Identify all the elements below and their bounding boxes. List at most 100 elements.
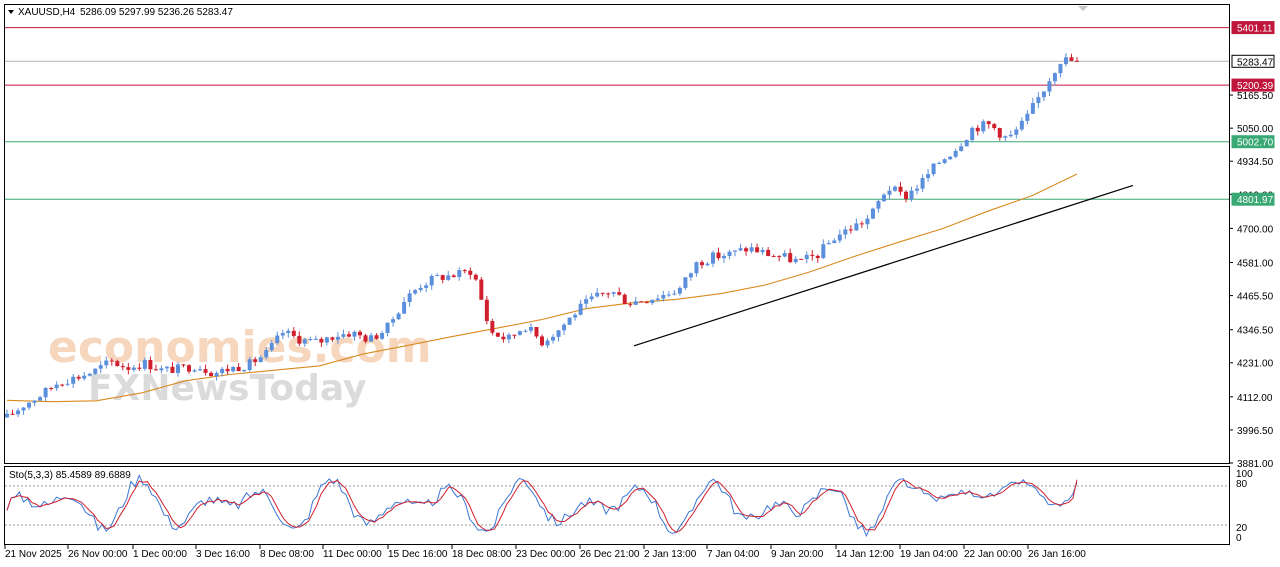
moving-average-line	[6, 173, 1078, 403]
candle-body	[258, 357, 263, 363]
candle-body	[970, 127, 975, 141]
dropdown-triangle-icon[interactable]	[8, 10, 14, 14]
time-tick-label: 18 Dec 08:00	[452, 549, 512, 560]
candle-body	[1058, 64, 1063, 74]
candle-body	[175, 364, 180, 373]
price-tick-label: 5165.50	[1237, 91, 1274, 102]
candle-body	[490, 321, 495, 333]
candle-body	[330, 337, 335, 340]
candle-body	[1075, 60, 1079, 62]
candle-body	[1047, 81, 1052, 92]
candle-body	[821, 244, 826, 259]
scroll-marker-icon[interactable]	[1078, 6, 1088, 11]
candle-body	[898, 186, 903, 192]
candle-body	[926, 174, 931, 179]
candle-body	[606, 293, 611, 295]
candle-body	[600, 292, 605, 294]
level-tag-label: 5283.47	[1237, 57, 1274, 68]
stochastic-panel[interactable]	[4, 466, 1230, 545]
price-tick-label: 3996.50	[1237, 426, 1274, 437]
price-tick-label: 4465.50	[1237, 292, 1274, 303]
candle-body	[313, 338, 318, 340]
candle-body	[357, 331, 362, 336]
candle-body	[595, 292, 600, 297]
candle-body	[43, 387, 48, 398]
level-tag-label: 5200.39	[1237, 81, 1274, 92]
candle-body	[396, 313, 401, 320]
candle-body	[164, 366, 169, 369]
candle-body	[760, 249, 765, 253]
candle-body	[479, 279, 484, 300]
candle-body	[622, 294, 627, 305]
candle-body	[324, 337, 329, 343]
candle-body	[777, 256, 782, 258]
candle-body	[722, 255, 727, 259]
time-tick-label: 23 Dec 00:00	[516, 549, 576, 560]
candle-body	[573, 314, 578, 318]
candle-body	[655, 298, 660, 300]
stoch-main-line	[6, 473, 1078, 538]
candle-body	[992, 124, 997, 128]
candle-body	[5, 413, 9, 418]
candle-body	[126, 367, 131, 370]
time-tick-label: 11 Dec 00:00	[323, 549, 382, 560]
candle-body	[942, 159, 947, 163]
stoch-axis-80: 80	[1236, 479, 1248, 490]
candle-body	[60, 384, 65, 386]
candle-body	[1025, 113, 1030, 121]
price-tick-label: 4700.00	[1237, 224, 1274, 235]
candle-body	[346, 334, 351, 337]
candle-body	[71, 376, 76, 384]
candle-body	[948, 156, 953, 160]
stochastic-label: Sto(5,3,3) 85.4589 89.6889	[9, 470, 131, 481]
candle-body	[672, 293, 677, 295]
candle-body	[744, 248, 749, 252]
main-price-panel[interactable]	[4, 4, 1230, 464]
candle-body	[832, 240, 837, 244]
price-tick-label: 4231.00	[1237, 359, 1274, 370]
candle-body	[385, 322, 390, 334]
candle-body	[369, 335, 374, 342]
time-tick-label: 14 Jan 12:00	[836, 549, 894, 560]
candle-body	[937, 162, 942, 164]
candle-body	[688, 273, 693, 278]
time-tick-label: 21 Nov 2025	[5, 549, 62, 560]
candle-body	[341, 334, 346, 337]
candle-body	[677, 287, 682, 294]
candle-body	[694, 262, 699, 274]
candle-body	[275, 335, 280, 344]
candle-body	[710, 252, 715, 264]
level-tag-label: 5002.70	[1237, 138, 1274, 149]
time-tick-label: 26 Dec 21:00	[580, 549, 640, 560]
candle-body	[1003, 136, 1008, 138]
candle-body	[837, 234, 842, 241]
candle-body	[738, 248, 743, 251]
candle-body	[749, 247, 754, 252]
candle-body	[887, 190, 892, 195]
candle-body	[181, 364, 186, 366]
candle-body	[120, 365, 125, 368]
candle-body	[429, 275, 434, 286]
candle-body	[562, 324, 567, 331]
price-tick-label: 4346.50	[1237, 326, 1274, 337]
candle-body	[457, 270, 462, 278]
candle-body	[115, 361, 120, 366]
candle-body	[782, 253, 787, 257]
trendline	[633, 184, 1134, 347]
candle-body	[959, 146, 964, 151]
candle-body	[231, 366, 236, 372]
candle-body	[551, 336, 556, 341]
time-tick-label: 7 Jan 04:00	[707, 549, 760, 560]
candle-body	[733, 250, 738, 252]
candle-body	[964, 140, 969, 147]
candle-body	[308, 338, 313, 340]
candle-body	[1019, 120, 1024, 130]
time-tick-label: 2 Jan 13:00	[644, 549, 697, 560]
candle-body	[247, 359, 252, 370]
candle-body	[159, 368, 164, 371]
candle-body	[435, 275, 440, 277]
candle-body	[909, 190, 914, 200]
price-axis: 5165.505050.004934.504819.004700.004581.…	[1229, 91, 1274, 470]
time-tick-label: 1 Dec 00:00	[133, 549, 187, 560]
